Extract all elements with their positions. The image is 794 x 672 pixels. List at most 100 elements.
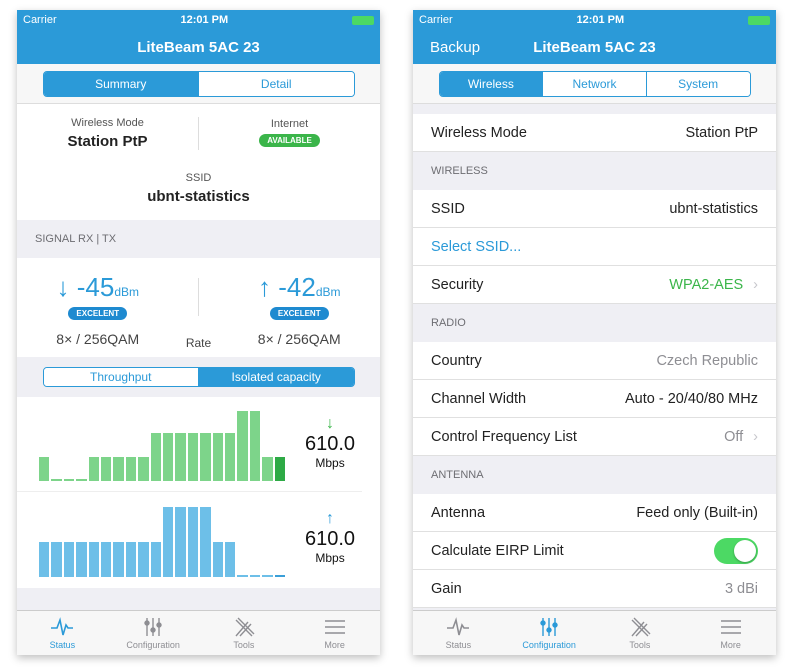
status-bar: Carrier 12:01 PM bbox=[413, 10, 776, 30]
rx-quality-badge: EXCELENT bbox=[68, 307, 128, 320]
clock: 12:01 PM bbox=[180, 14, 229, 26]
chevron-right-icon: › bbox=[753, 276, 758, 293]
tab-label: Tools bbox=[233, 640, 255, 650]
tab-label: Configuration bbox=[126, 640, 180, 650]
tab-detail[interactable]: Detail bbox=[198, 71, 354, 96]
sliders-icon bbox=[144, 618, 162, 636]
upload-bar bbox=[175, 507, 186, 577]
settings-row-security[interactable]: Security WPA2-AES › bbox=[413, 266, 776, 304]
tab-throughput[interactable]: Throughput bbox=[43, 368, 198, 386]
nav-bar: LiteBeam 5AC 23 bbox=[17, 30, 380, 64]
tab-configuration[interactable]: Configuration bbox=[504, 611, 595, 655]
settings-row-antenna[interactable]: Antenna Feed only (Built-in) bbox=[413, 494, 776, 532]
upload-bar bbox=[125, 542, 137, 577]
tab-configuration[interactable]: Configuration bbox=[108, 611, 199, 655]
row-label: Wireless Mode bbox=[431, 124, 527, 141]
config-segment: Wireless Network System bbox=[438, 70, 751, 97]
upload-bar bbox=[51, 542, 62, 577]
row-label: Country bbox=[431, 352, 482, 369]
download-bar bbox=[225, 433, 236, 481]
settings-row-country[interactable]: Country Czech Republic bbox=[413, 342, 776, 380]
tab-tools[interactable]: Tools bbox=[199, 611, 290, 655]
download-bar bbox=[63, 479, 75, 481]
upload-bar bbox=[200, 507, 211, 577]
tab-wireless[interactable]: Wireless bbox=[439, 71, 543, 96]
chart-mode-segment: Throughput Isolated capacity bbox=[42, 367, 355, 387]
pulse-icon bbox=[447, 617, 470, 636]
settings-row-ssid[interactable]: SSID ubnt-statistics bbox=[413, 190, 776, 228]
row-label: Antenna bbox=[431, 504, 486, 521]
row-label: Security bbox=[431, 276, 484, 293]
tab-network[interactable]: Network bbox=[542, 71, 646, 96]
internet-status-badge: AVAILABLE bbox=[259, 134, 320, 147]
tab-label: Status bbox=[49, 640, 76, 650]
download-bar bbox=[51, 479, 62, 481]
download-bar bbox=[125, 456, 137, 481]
row-value: Station PtP bbox=[685, 124, 758, 141]
tab-more[interactable]: More bbox=[289, 611, 380, 655]
tab-system[interactable]: System bbox=[645, 71, 750, 96]
tab-bar: Status Configuration Tools More bbox=[17, 610, 380, 655]
row-label: Control Frequency List bbox=[431, 428, 577, 445]
row-value: Feed only (Built-in) bbox=[636, 504, 758, 521]
status-screen: Carrier 12:01 PM LiteBeam 5AC 23 Summary… bbox=[17, 10, 380, 655]
upload-bar bbox=[237, 575, 248, 577]
settings-row-select-ssid[interactable]: Select SSID... bbox=[413, 228, 776, 266]
tab-summary[interactable]: Summary bbox=[43, 71, 198, 96]
battery-icon bbox=[747, 15, 770, 25]
upload-chart bbox=[39, 507, 287, 577]
page-title: LiteBeam 5AC 23 bbox=[137, 38, 260, 56]
settings-row-channel-width[interactable]: Channel Width Auto - 20/40/80 MHz bbox=[413, 380, 776, 418]
ssid-value: ubnt-statistics bbox=[147, 188, 250, 205]
download-bar bbox=[200, 433, 211, 481]
rx-unit: dBm bbox=[114, 285, 139, 299]
tab-label: Configuration bbox=[522, 640, 576, 650]
rate-label: Rate bbox=[185, 336, 212, 350]
eirp-toggle[interactable] bbox=[714, 537, 758, 564]
download-bar bbox=[76, 479, 87, 481]
status-bar: Carrier 12:01 PM bbox=[17, 10, 380, 30]
tab-more[interactable]: More bbox=[685, 611, 776, 655]
backup-button[interactable]: Backup bbox=[430, 38, 481, 56]
settings-row-gain[interactable]: Gain 3 dBi bbox=[413, 570, 776, 608]
settings-row-calculate-eirp-limit[interactable]: Calculate EIRP Limit bbox=[413, 532, 776, 570]
configuration-screen: Carrier 12:01 PM Backup LiteBeam 5AC 23 … bbox=[413, 10, 776, 655]
menu-icon bbox=[720, 620, 741, 634]
tab-label: Tools bbox=[629, 640, 651, 650]
rx-value: -45 bbox=[76, 272, 115, 302]
tx-unit: dBm bbox=[315, 285, 341, 299]
row-label: Channel Width bbox=[431, 390, 527, 407]
nav-bar: Backup LiteBeam 5AC 23 bbox=[413, 30, 776, 64]
summary-detail-segment: Summary Detail bbox=[42, 70, 355, 97]
upload-bar bbox=[76, 542, 87, 577]
charts-card: ↓ 610.0 Mbps ↑ 610.0 Mbps bbox=[17, 397, 380, 588]
upload-bar bbox=[113, 542, 124, 577]
download-arrow-icon: ↓ bbox=[326, 415, 335, 432]
row-label: SSID bbox=[431, 200, 465, 217]
wireless-mode-label: Wireless Mode bbox=[71, 116, 144, 129]
clock: 12:01 PM bbox=[576, 14, 625, 26]
download-bar bbox=[262, 456, 273, 481]
upload-bar bbox=[225, 542, 236, 577]
upload-bar bbox=[187, 507, 199, 577]
tab-status[interactable]: Status bbox=[413, 611, 504, 655]
download-bar bbox=[274, 456, 285, 481]
upload-speed: 610.0 bbox=[305, 528, 356, 550]
tab-isolated-capacity[interactable]: Isolated capacity bbox=[198, 368, 354, 386]
wireless-mode-row[interactable]: Wireless Mode Station PtP bbox=[413, 114, 776, 152]
settings-row-control-frequency-list[interactable]: Control Frequency List Off › bbox=[413, 418, 776, 456]
tab-label: Status bbox=[445, 640, 472, 650]
tx-quality-badge: EXCELENT bbox=[269, 307, 329, 320]
download-bar bbox=[101, 456, 112, 481]
download-bar bbox=[138, 456, 149, 481]
row-label: Select SSID... bbox=[431, 238, 522, 255]
tab-bar: Status Configuration Tools More bbox=[413, 610, 776, 655]
upload-bar bbox=[150, 542, 161, 577]
tab-tools[interactable]: Tools bbox=[595, 611, 686, 655]
row-label: Calculate EIRP Limit bbox=[431, 542, 564, 559]
info-card: Wireless Mode Station PtP Internet AVAILAB… bbox=[17, 104, 380, 220]
upload-arrow-icon: ↑ bbox=[326, 510, 335, 527]
upload-bar bbox=[262, 575, 273, 577]
signal-header: SIGNAL RX | TX bbox=[35, 233, 117, 245]
tab-status[interactable]: Status bbox=[17, 611, 108, 655]
